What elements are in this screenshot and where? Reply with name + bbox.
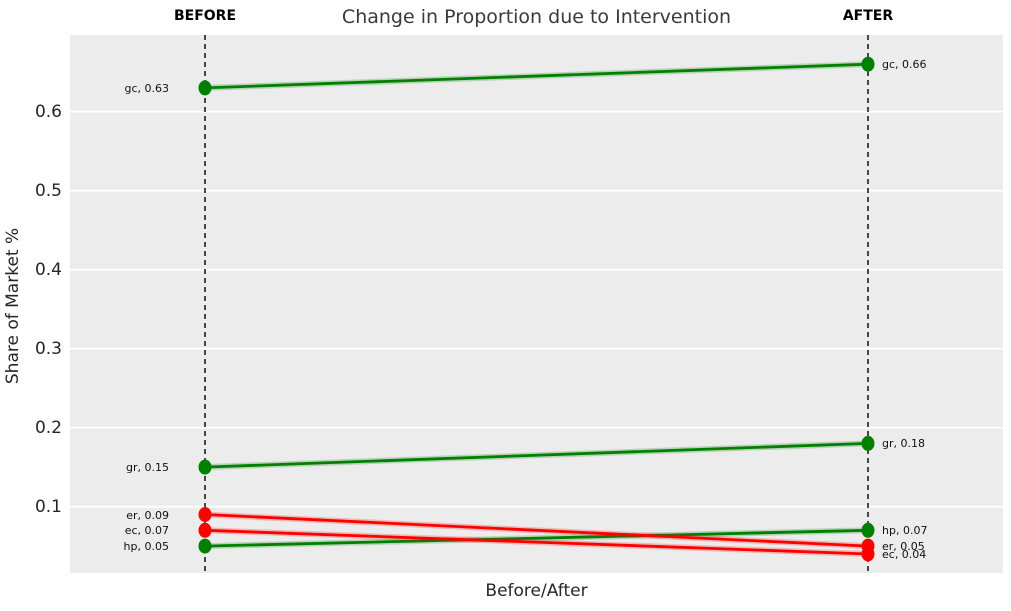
y-tick-label: 0.6	[34, 101, 62, 122]
annotation-gc-before: gc, 0.63	[124, 81, 169, 95]
marker-gc-before	[198, 80, 212, 96]
slope-line-gr	[204, 442, 869, 469]
slope-chart-canvas	[70, 35, 1003, 573]
y-tick-label: 0.4	[34, 259, 62, 280]
annotation-er-before: er, 0.09	[126, 508, 169, 522]
annotation-ec-after: ec, 0.04	[882, 548, 927, 562]
y-tick-label: 0.5	[34, 180, 62, 201]
chart-title: Change in Proportion due to Intervention	[341, 6, 732, 28]
marker-ec-after	[861, 546, 875, 562]
y-tick-label: 0.3	[34, 338, 62, 359]
annotation-gc-after: gc, 0.66	[882, 58, 927, 72]
marker-gc-after	[861, 56, 875, 72]
marker-ec-before	[198, 522, 212, 538]
annotation-gr-after: gr, 0.18	[882, 437, 925, 451]
marker-gr-after	[861, 435, 875, 451]
annotation-er-after: er, 0.05	[882, 540, 925, 554]
y-tick-label: 0.1	[34, 496, 62, 517]
y-tick-label: 0.2	[34, 417, 62, 438]
marker-hp-after	[861, 522, 875, 538]
annotation-hp-after: hp, 0.07	[882, 524, 928, 538]
annotation-ec-before: ec, 0.07	[124, 524, 169, 538]
slope-line-gc	[204, 62, 869, 90]
plot-area	[70, 35, 1003, 573]
marker-er-before	[198, 507, 212, 522]
marker-gr-before	[198, 459, 212, 475]
slope-line-er	[204, 513, 869, 548]
annotation-gr-before: gr, 0.15	[126, 461, 169, 475]
x-axis-label: Before/After	[485, 581, 588, 601]
marker-hp-before	[198, 538, 212, 554]
y-axis-label: Share of Market %	[3, 227, 23, 385]
before-column-header: BEFORE	[173, 8, 237, 24]
after-column-header: AFTER	[842, 8, 894, 24]
slope-line-hp	[204, 528, 869, 548]
annotation-hp-before: hp, 0.05	[123, 540, 169, 554]
slope-line-ec	[204, 528, 869, 556]
